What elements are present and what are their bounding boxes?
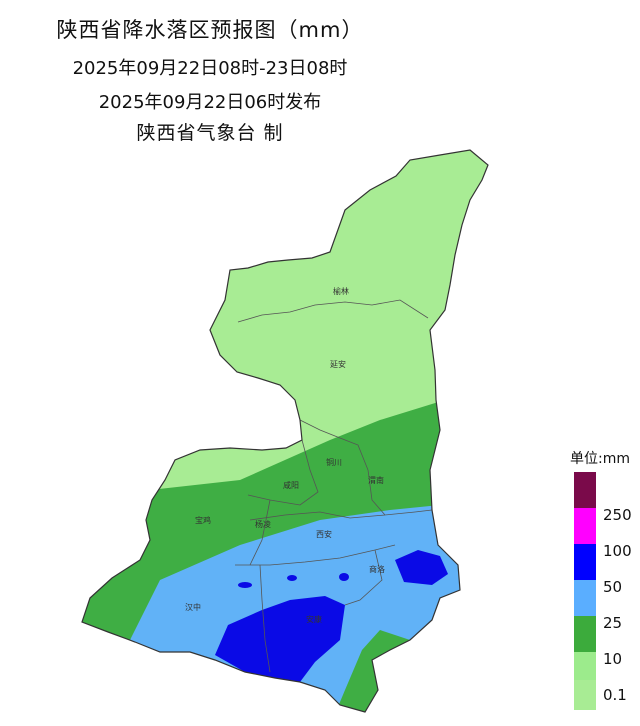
city-boundaries bbox=[235, 299, 433, 673]
forecast-period: 2025年09月22日08时-23日08时 bbox=[72, 58, 348, 79]
rain-zone-50-spot bbox=[339, 573, 349, 581]
legend-title: 单位:mm bbox=[570, 451, 630, 467]
legend-swatch-100 bbox=[574, 544, 596, 580]
legend-label-10: 10 bbox=[603, 650, 623, 668]
legend-label-250: 250 bbox=[603, 506, 632, 524]
map-title: 陕西省降水落区预报图（mm） bbox=[56, 18, 364, 42]
legend-label-100: 100 bbox=[603, 542, 632, 560]
legend-swatch-25 bbox=[574, 616, 596, 652]
rain-zone-50-spot bbox=[238, 582, 252, 588]
legend: 单位:mm 250 100 50 25 10 0.1 bbox=[560, 448, 640, 718]
city-label-ankang: 安康 bbox=[306, 614, 322, 624]
city-label-yulin: 榆林 bbox=[333, 286, 349, 296]
legend-swatch-250 bbox=[574, 508, 596, 544]
city-label-hanzhong: 汉中 bbox=[185, 602, 201, 612]
legend-swatch-50 bbox=[574, 580, 596, 616]
issue-time: 2025年09月22日06时发布 bbox=[98, 92, 322, 113]
legend-label-25: 25 bbox=[603, 614, 623, 632]
legend-label-0-1: 0.1 bbox=[603, 686, 627, 704]
rain-zone-50-shangluo bbox=[395, 550, 448, 585]
city-label-baoji: 宝鸡 bbox=[195, 515, 211, 525]
city-label-tongchuan: 铜川 bbox=[326, 457, 342, 467]
province-outline bbox=[81, 149, 489, 713]
legend-swatch-250-dark bbox=[574, 472, 596, 508]
rain-zone-50-ankang bbox=[215, 596, 345, 682]
legend-swatch-10 bbox=[574, 652, 596, 688]
city-label-yangling: 杨凌 bbox=[255, 519, 271, 529]
city-label-shangluo: 商洛 bbox=[369, 564, 385, 574]
legend-swatch-0-1 bbox=[574, 680, 596, 710]
rain-zone-50-spot bbox=[287, 575, 297, 581]
city-label-yanan: 延安 bbox=[330, 359, 346, 369]
legend-label-50: 50 bbox=[603, 578, 623, 596]
producer: 陕西省气象台 制 bbox=[136, 122, 284, 144]
city-label-xianyang: 咸阳 bbox=[283, 480, 299, 490]
city-label-xian: 西安 bbox=[316, 529, 332, 539]
city-label-weinan: 渭南 bbox=[368, 475, 384, 485]
